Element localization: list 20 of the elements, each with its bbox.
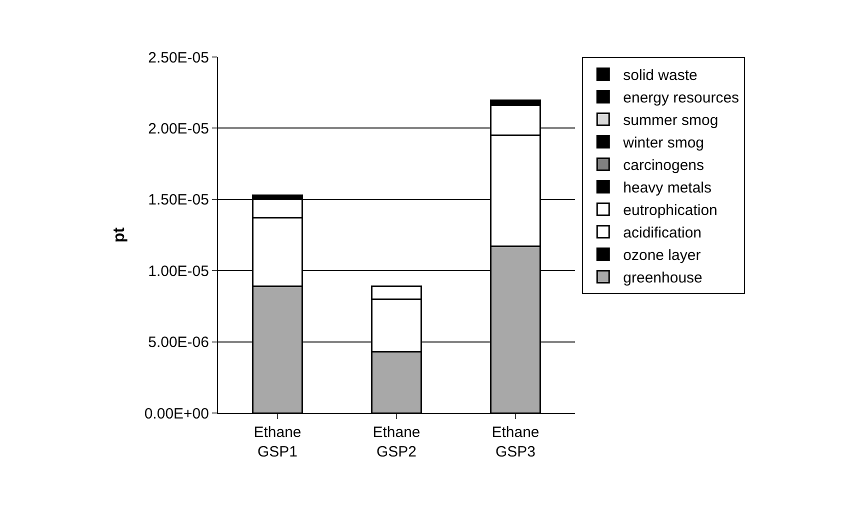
legend-label: summer smog: [623, 112, 718, 130]
legend-label: heavy metals: [623, 180, 712, 197]
y-tick-label: 2.50E-05: [148, 49, 209, 66]
legend-label: acidification: [623, 224, 702, 242]
legend-label: greenhouse: [623, 270, 702, 287]
x-tick-label: Ethane GSP2: [372, 424, 420, 460]
y-tick-label: 2.00E-05: [148, 120, 209, 138]
y-axis-title: pt: [111, 226, 128, 243]
legend-label: energy resources: [623, 90, 740, 107]
legend-label: carcinogens: [623, 157, 704, 174]
y-tick-label: 0.00E+00: [144, 405, 209, 422]
y-tick-label: 5.00E-06: [148, 334, 209, 352]
x-tick-label: Ethane GSP1: [254, 424, 302, 460]
y-tick-label: 1.50E-05: [148, 192, 209, 209]
legend-label: eutrophication: [623, 202, 718, 220]
x-tick-label: Ethane GSP3: [492, 424, 540, 460]
legend-label: solid waste: [623, 67, 698, 84]
legend-label: ozone layer: [623, 247, 701, 264]
y-tick-label: 1.00E-05: [148, 262, 209, 280]
legend-label: winter smog: [622, 134, 704, 152]
